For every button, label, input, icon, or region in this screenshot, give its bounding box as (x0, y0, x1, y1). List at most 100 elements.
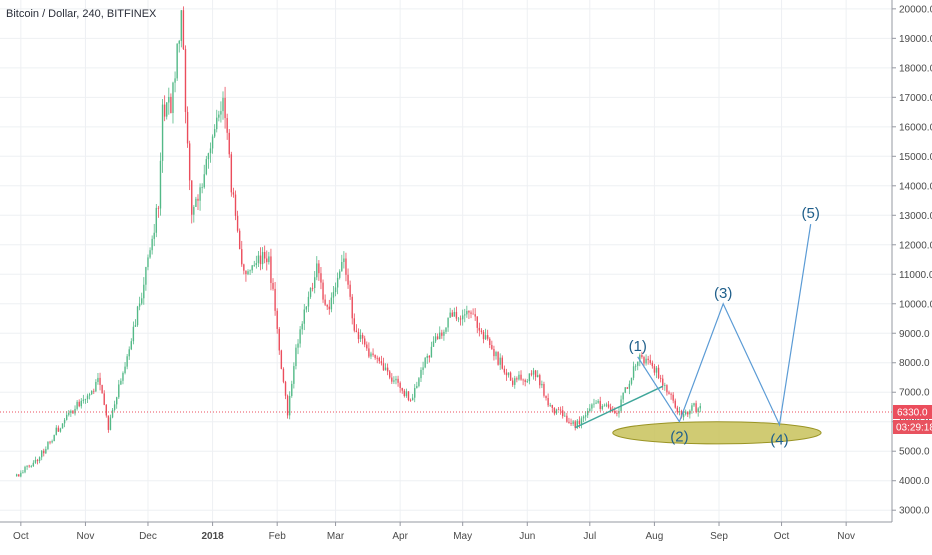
candle-body (234, 194, 237, 216)
candle-body (645, 358, 647, 364)
candle-body (334, 287, 337, 293)
candle-body (447, 317, 449, 328)
candle-body (495, 352, 497, 357)
candle-body (418, 378, 420, 387)
candle-body (599, 400, 601, 409)
candle-body (305, 306, 308, 310)
candle-body (370, 353, 372, 357)
candle-body (132, 326, 135, 342)
y-tick-label: 12000.0 (899, 240, 932, 251)
candle-body (372, 353, 374, 355)
candle-body (486, 335, 489, 339)
candle-body (251, 265, 253, 271)
candle-body (355, 330, 358, 332)
candle-body (188, 143, 191, 181)
x-tick-label: Oct (774, 531, 790, 542)
candle-body (420, 369, 422, 379)
candle-body (280, 350, 283, 369)
candle-body (657, 367, 660, 378)
candle-body (116, 397, 118, 405)
candle-body (601, 405, 604, 409)
y-tick-label: 18000.0 (899, 63, 932, 74)
candle-body (609, 407, 612, 411)
candle-body (432, 341, 435, 347)
y-tick-label: 9000.0 (899, 329, 930, 340)
candle-body (457, 318, 460, 320)
candle-body (236, 215, 239, 231)
candle-body (332, 292, 335, 298)
candle-body (682, 414, 685, 418)
candle-body (584, 415, 587, 417)
y-tick-label: 14000.0 (899, 181, 932, 192)
candle-body (639, 354, 641, 362)
candle-body (632, 366, 635, 378)
candle-body (578, 420, 581, 424)
candle-body (491, 345, 493, 350)
candle-body (541, 383, 543, 386)
candle-body (238, 230, 241, 250)
candle-body (593, 403, 595, 405)
x-tick-label: Mar (327, 531, 345, 542)
candle-body (166, 102, 168, 117)
candle-body (59, 428, 62, 432)
candle-body (130, 341, 132, 350)
candle-body (43, 450, 45, 454)
candle-body (514, 378, 516, 385)
candle-body (218, 114, 220, 118)
candle-body (15, 474, 18, 477)
candle-body (97, 377, 99, 382)
candle-body (157, 207, 160, 209)
candle-body (245, 270, 247, 275)
candle-body (168, 96, 170, 103)
candle-body (434, 336, 437, 342)
candle-body (493, 349, 495, 357)
candle-body (676, 407, 679, 413)
y-tick-label: 7000.0 (899, 388, 930, 399)
candle-body (401, 388, 403, 391)
candle-body (351, 296, 353, 319)
candle-body (161, 104, 164, 161)
grid (0, 0, 892, 522)
trendline (574, 385, 664, 429)
candle-body (138, 303, 141, 307)
candle-body (34, 459, 37, 463)
candle-body (111, 409, 114, 418)
candle-body (507, 372, 510, 376)
candle-body (228, 132, 230, 155)
candle-body (182, 10, 185, 50)
candle-body (78, 401, 80, 407)
candle-body (695, 403, 697, 413)
y-tick-label: 11000.0 (899, 270, 932, 281)
candle-body (191, 180, 193, 215)
countdown-badge (893, 419, 932, 434)
candle-body (316, 263, 318, 278)
candle-body (84, 399, 87, 400)
candle-body (170, 96, 172, 113)
wave-label: (3) (714, 285, 732, 302)
candle-body (141, 298, 143, 304)
candle-body (518, 374, 520, 380)
candle-body (576, 420, 578, 428)
candle-body (53, 434, 55, 442)
candle-body (51, 441, 53, 443)
candle-body (687, 411, 689, 415)
candle-body (574, 421, 576, 428)
candle-body (511, 380, 514, 385)
candle-body (697, 408, 699, 413)
candle-body (105, 404, 107, 416)
candle-body (547, 398, 549, 406)
candle-body (303, 309, 305, 324)
candle-body (107, 415, 110, 430)
candle-body (55, 427, 57, 435)
candle-body (628, 383, 631, 389)
candle-body (662, 378, 664, 386)
candle-body (47, 441, 49, 450)
candle-body (220, 111, 222, 115)
x-tick-label: Dec (139, 531, 157, 542)
candle-body (266, 258, 268, 263)
candle-body (384, 367, 387, 371)
candle-body (559, 409, 562, 411)
candle-body (464, 314, 466, 316)
y-tick-label: 17000.0 (899, 93, 932, 104)
